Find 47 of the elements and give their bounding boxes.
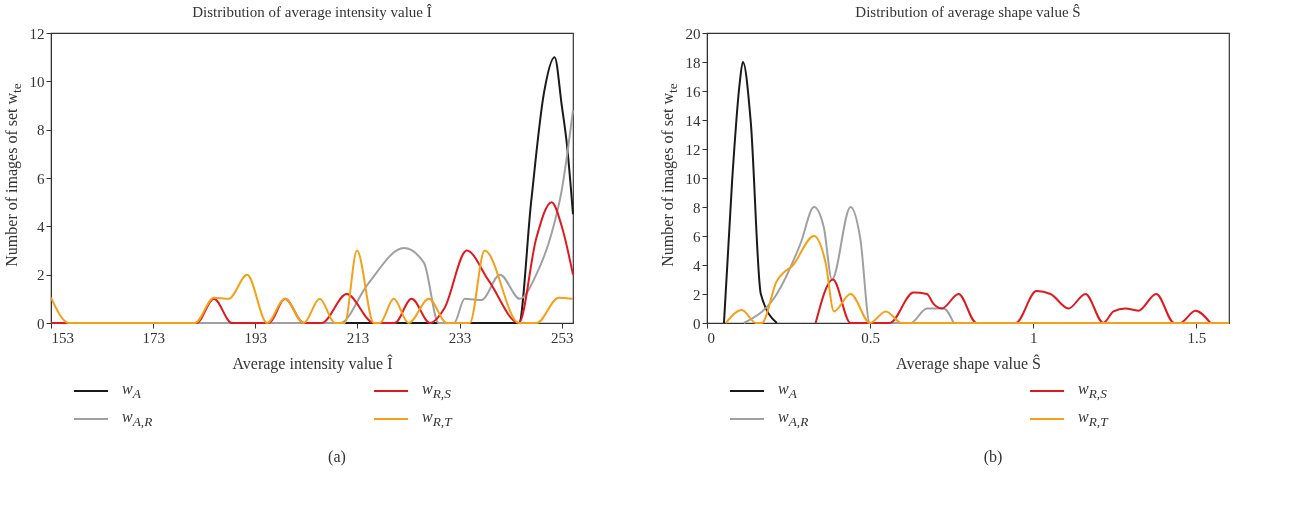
- y-tick-label: 10: [685, 170, 701, 187]
- x-tick-label: 1.5: [1187, 329, 1207, 346]
- y-tick-label: 16: [685, 83, 701, 100]
- line-series: [724, 235, 1230, 324]
- legend-label: w$_{A}$: [778, 380, 797, 403]
- line-series: [742, 206, 955, 324]
- text: (b): [982, 448, 1004, 467]
- y-tick-label: 2: [693, 286, 701, 303]
- y-tick-label: 12: [685, 141, 701, 158]
- legend-label: w$_{A}$: [122, 380, 141, 403]
- y-tick-label: 14: [685, 112, 701, 129]
- x-tick-label: 0: [707, 329, 715, 346]
- y-tick-label: 18: [685, 54, 701, 71]
- line-series: [814, 278, 1212, 324]
- x-axis-title: Average intensity value Î: [232, 353, 394, 373]
- legend-label: w$_{R,S}$: [1078, 380, 1107, 403]
- y-tick-label: 20: [685, 25, 701, 42]
- y-tick-label: 6: [693, 228, 701, 245]
- y-tick-label: 6: [37, 170, 45, 187]
- x-tick-label: 253: [551, 329, 574, 346]
- legend-label: w$_{R,S}$: [422, 380, 451, 403]
- y-tick-label: 10: [29, 73, 45, 90]
- legend-label: w$_{A,R}$: [778, 408, 809, 431]
- y-tick-label: 4: [37, 218, 45, 235]
- y-tick-label: 0: [693, 315, 701, 332]
- line-series: [722, 61, 778, 324]
- y-tick-label: 2: [37, 267, 45, 284]
- chart-title: Distribution of average shape value Ŝ: [855, 4, 1081, 20]
- x-tick-label: 193: [244, 329, 268, 346]
- x-tick-label: 213: [346, 329, 370, 346]
- legend-label: w$_{R,T}$: [422, 408, 452, 431]
- x-tick-label: 153: [51, 329, 74, 346]
- y-tick-label: 8: [37, 122, 45, 139]
- x-tick-label: 173: [142, 329, 165, 346]
- chart-title: Distribution of average intensity value Î: [192, 4, 432, 20]
- y-tick-label: 8: [693, 199, 701, 216]
- y-tick-label: 0: [37, 315, 45, 332]
- y-tick-label: 4: [693, 257, 701, 274]
- x-tick-label: 1: [1030, 329, 1038, 346]
- legend-label: w$_{R,T}$: [1078, 408, 1108, 431]
- y-tick-label: 12: [29, 25, 45, 42]
- x-tick-label: 233: [448, 329, 472, 346]
- text: (a): [327, 448, 347, 467]
- line-series: [50, 249, 574, 324]
- legend-label: w$_{A,R}$: [122, 408, 153, 431]
- x-axis-title: Average shape value Ŝ: [896, 353, 1041, 373]
- x-tick-label: 0.5: [861, 329, 880, 346]
